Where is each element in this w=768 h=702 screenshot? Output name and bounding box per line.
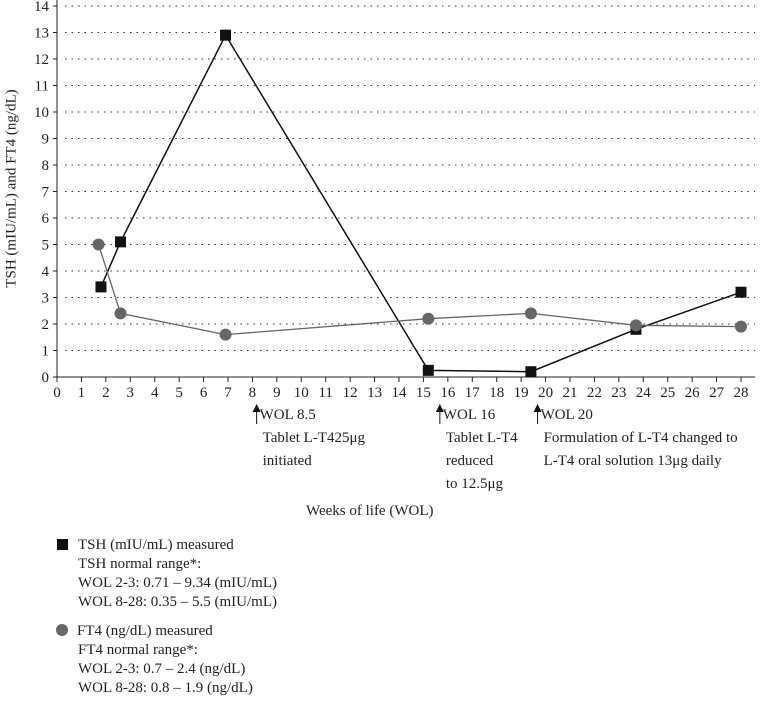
y-tick-label: 1 [42, 344, 50, 360]
legend-tsh: TSH (mIU/mL) measured TSH normal range*:… [57, 536, 277, 612]
x-tick-label: 6 [200, 385, 208, 401]
x-tick-label: 21 [563, 385, 578, 401]
ft4-point [219, 328, 232, 341]
annotation-line: to 12.5μg [445, 476, 504, 492]
circle-marker-icon [56, 624, 68, 636]
x-tick-label: 20 [538, 385, 553, 401]
tsh-point [525, 366, 537, 378]
x-tick-label: 22 [587, 385, 602, 401]
x-tick-label: 10 [294, 385, 309, 401]
ft4-point [422, 312, 435, 325]
annotation-line: Tablet L-T425μg [262, 430, 366, 446]
x-axis-label: Weeks of life (WOL) [306, 503, 434, 519]
y-tick-label: 4 [42, 264, 50, 280]
x-tick-label: 17 [465, 385, 481, 401]
annotation-line: WOL 8.5 [259, 407, 316, 423]
y-tick-label: 8 [42, 158, 50, 174]
legend-ft4: FT4 (ng/dL) measured FT4 normal range*: … [56, 622, 253, 698]
y-tick-label: 14 [34, 0, 50, 15]
x-tick-label: 27 [709, 385, 725, 401]
annotation-arrowhead-icon [435, 404, 444, 412]
x-tick-label: 24 [636, 385, 652, 401]
ft4-point [92, 238, 105, 251]
x-tick-label: 1 [78, 385, 86, 401]
legend-ft4-range-2: WOL 8-28: 0.8 – 1.9 (ng/dL) [78, 680, 253, 696]
y-tick-label: 2 [42, 317, 50, 333]
square-marker-icon [57, 539, 68, 550]
y-tick-label: 12 [34, 52, 49, 68]
y-tick-label: 5 [42, 238, 50, 254]
annotation-line: Tablet L-T4 [445, 430, 518, 446]
tsh-point [95, 281, 107, 293]
tsh-point [115, 236, 127, 248]
y-tick-label: 3 [42, 291, 50, 307]
x-tick-label: 13 [367, 385, 382, 401]
x-tick-label: 5 [175, 385, 183, 401]
annotation-line: WOL 16 [442, 407, 496, 423]
x-tick-label: 12 [343, 385, 358, 401]
legend-tsh-range-title: TSH normal range*: [78, 556, 202, 572]
legend-tsh-range-2: WOL 8-28: 0.35 – 5.5 (mIU/mL) [78, 594, 277, 610]
x-tick-label: 26 [685, 385, 701, 401]
x-tick-label: 2 [102, 385, 110, 401]
y-tick-label: 0 [42, 370, 50, 386]
annotation-line: Formulation of L-T4 changed to [543, 430, 738, 446]
ft4-point [629, 319, 642, 332]
annotation-line: initiated [262, 453, 312, 469]
y-tick-label: 9 [42, 132, 50, 148]
y-tick-label: 13 [34, 26, 49, 42]
ft4-point [524, 307, 537, 320]
y-tick-label: 11 [35, 79, 49, 95]
annotation-line: WOL 20 [540, 407, 593, 423]
y-axis-label: TSH (mIU/mL) and FT4 (ng/dL) [3, 89, 20, 288]
x-tick-label: 14 [392, 385, 408, 401]
annotation-line: reduced [445, 453, 494, 469]
legend-tsh-label: TSH (mIU/mL) measured [78, 537, 234, 553]
annotation-0: WOL 8.5 Tablet L-T425μg initiated [260, 404, 365, 473]
legend-ft4-range-title: FT4 normal range*: [78, 642, 198, 658]
x-tick-label: 11 [318, 385, 332, 401]
x-tick-label: 28 [734, 385, 749, 401]
y-tick-label: 10 [34, 105, 49, 121]
x-tick-label: 18 [489, 385, 504, 401]
x-tick-label: 3 [127, 385, 135, 401]
legend-ft4-label: FT4 (ng/dL) measured [77, 623, 213, 639]
x-tick-label: 23 [611, 385, 626, 401]
annotation-1: WOL 16 Tablet L-T4 reduced to 12.5μg [443, 404, 518, 496]
x-tick-label: 8 [249, 385, 257, 401]
annotation-line: L-T4 oral solution 13μg daily [543, 453, 722, 469]
x-tick-label: 7 [224, 385, 232, 401]
x-tick-label: 9 [273, 385, 281, 401]
annotation-arrowhead-icon [252, 404, 261, 412]
x-tick-label: 0 [53, 385, 61, 401]
x-tick-label: 15 [416, 385, 431, 401]
y-tick-label: 6 [42, 211, 50, 227]
legend-ft4-range-1: WOL 2-3: 0.7 – 2.4 (ng/dL) [78, 661, 246, 677]
annotation-2: WOL 20 Formulation of L-T4 changed to L-T4… [541, 404, 738, 473]
series-line-ft4 [97, 244, 742, 336]
legend-tsh-range-1: WOL 2-3: 0.71 – 9.34 (mIU/mL) [78, 575, 277, 591]
x-tick-label: 19 [514, 385, 529, 401]
annotation-arrowhead-icon [533, 404, 542, 412]
tsh-point [422, 364, 434, 376]
tsh-point [220, 29, 232, 41]
x-tick-label: 4 [151, 385, 159, 401]
tsh-point [735, 286, 747, 298]
x-tick-label: 16 [440, 385, 456, 401]
y-tick-label: 7 [42, 185, 50, 201]
ft4-point [114, 307, 127, 320]
x-tick-label: 25 [660, 385, 675, 401]
ft4-point [735, 320, 747, 333]
